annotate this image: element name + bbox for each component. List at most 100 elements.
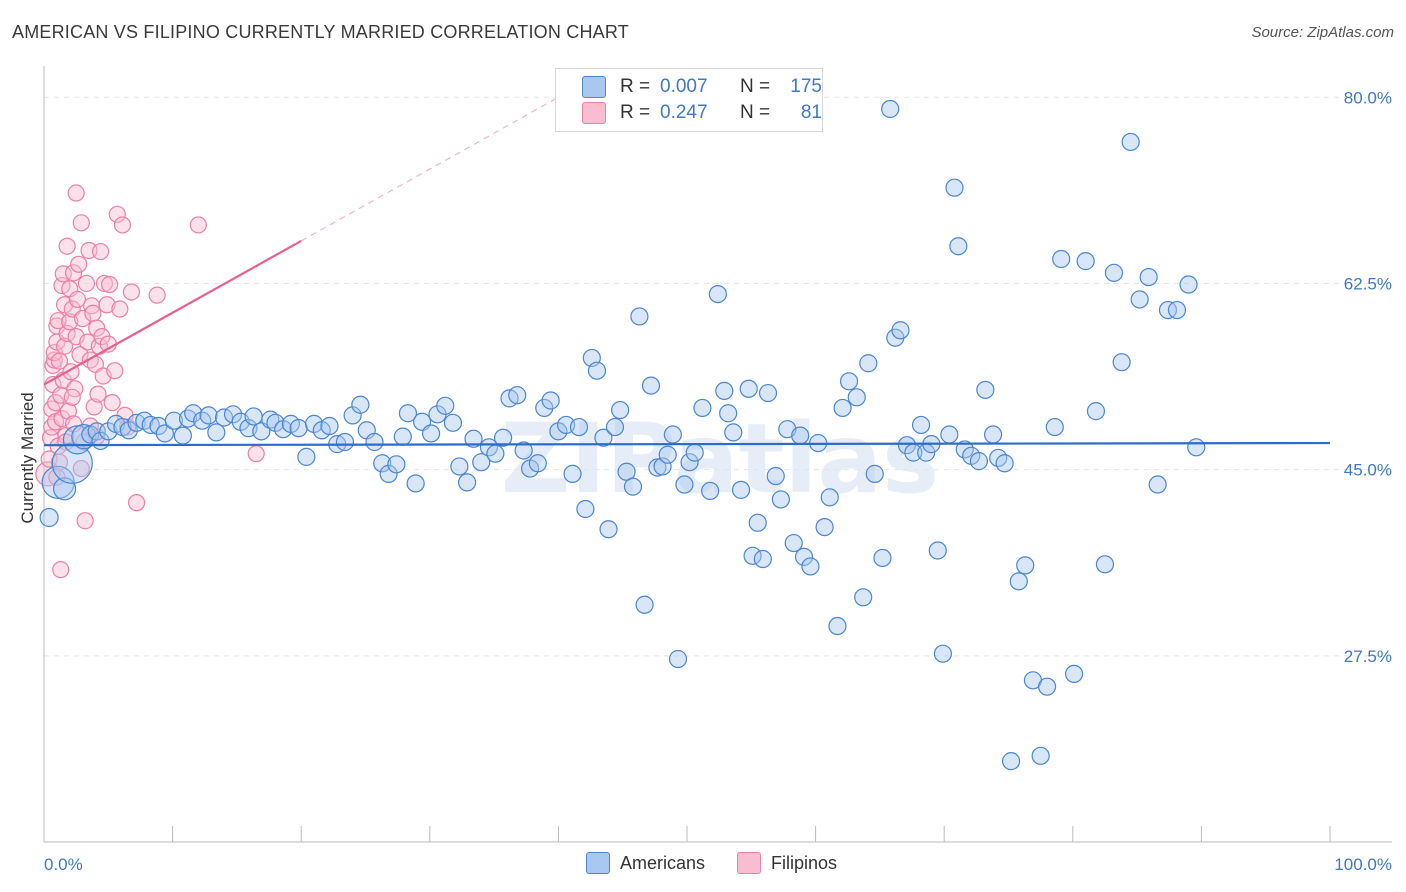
- trend-lines: [43, 96, 1331, 447]
- filipino-point: [84, 304, 102, 322]
- american-point: [1064, 664, 1084, 684]
- source-label: Source: ZipAtlas.com: [1251, 24, 1394, 41]
- american-point: [731, 480, 751, 499]
- filipinos-trend-extension: [300, 96, 559, 242]
- american-point: [743, 546, 762, 565]
- american-point: [207, 423, 226, 442]
- american-point: [911, 415, 931, 435]
- y-axis-label: Currently Married: [18, 392, 37, 523]
- american-point: [1167, 300, 1187, 320]
- american-point: [891, 321, 910, 340]
- filipino-point: [72, 214, 90, 232]
- x-tick-label: 0.0%: [44, 855, 83, 874]
- american-point: [514, 441, 533, 460]
- american-point: [436, 396, 455, 415]
- american-point: [528, 454, 547, 473]
- american-point: [1016, 556, 1035, 575]
- filipino-point: [77, 274, 96, 293]
- american-point: [393, 427, 412, 446]
- american-point: [39, 507, 59, 528]
- american-point: [223, 405, 243, 424]
- american-point: [1076, 252, 1095, 271]
- filipinos-trend-line: [43, 239, 302, 386]
- american-point: [873, 548, 892, 568]
- american-point: [1086, 402, 1106, 421]
- american-point: [897, 436, 917, 455]
- american-point: [1052, 249, 1071, 269]
- legend-item-filipinos[interactable]: Filipinos: [737, 852, 837, 874]
- n-label: N =: [740, 102, 771, 123]
- american-point: [297, 447, 316, 466]
- filipino-point: [100, 275, 119, 294]
- filipino-point: [127, 494, 146, 512]
- american-point: [839, 372, 859, 391]
- filipino-point: [91, 242, 110, 261]
- filipino-point: [59, 402, 78, 420]
- american-point: [630, 307, 649, 326]
- american-point: [398, 404, 418, 423]
- american-point: [373, 454, 392, 473]
- axes: [43, 66, 1392, 843]
- filipino-point: [108, 205, 126, 223]
- american-point: [594, 428, 613, 447]
- american-point: [748, 513, 767, 532]
- american-point: [701, 481, 720, 501]
- filipino-point: [50, 352, 69, 370]
- filipino-point: [98, 296, 116, 314]
- legend-row-filipinos: R = 0.247 N = 81: [582, 100, 822, 126]
- filipino-point: [63, 388, 81, 406]
- american-point: [365, 432, 384, 452]
- american-point: [949, 237, 968, 256]
- filipinos-points: [35, 184, 265, 579]
- american-point: [335, 432, 355, 452]
- american-point: [928, 541, 947, 560]
- american-point: [563, 464, 582, 483]
- filipino-point: [68, 290, 87, 309]
- american-point: [801, 557, 820, 576]
- legend-row-americans: R = 0.007 N = 175: [582, 74, 822, 100]
- american-point: [199, 406, 218, 425]
- y-tick-label: 80.0%: [1344, 88, 1392, 107]
- filipino-point: [95, 274, 114, 293]
- american-point: [457, 473, 477, 492]
- r-value: 0.007: [660, 76, 708, 97]
- legend-label-filipinos: Filipinos: [771, 852, 838, 873]
- x-tick-label: 100.0%: [1334, 855, 1392, 874]
- filipinos-swatch: [737, 852, 762, 874]
- american-point: [351, 395, 370, 414]
- american-point: [164, 411, 183, 430]
- american-point: [766, 466, 785, 486]
- american-point: [708, 284, 727, 304]
- american-point: [865, 464, 884, 483]
- american-point: [675, 475, 694, 494]
- american-point: [1121, 132, 1140, 152]
- filipino-point: [61, 313, 79, 331]
- filipino-point: [148, 286, 166, 304]
- american-point: [653, 457, 672, 476]
- american-point: [406, 474, 425, 493]
- tick-labels: 27.5% 45.0% 62.5% 80.0% 0.0% 100.0%: [44, 88, 1392, 874]
- american-point: [387, 455, 406, 474]
- chart-title: AMERICAN VS FILIPINO CURRENTLY MARRIED C…: [12, 22, 629, 42]
- american-point: [969, 452, 989, 471]
- american-point: [1187, 438, 1206, 457]
- american-point: [815, 517, 834, 537]
- american-point: [663, 425, 682, 444]
- american-point: [587, 361, 607, 380]
- american-point: [820, 488, 839, 507]
- american-point: [569, 417, 589, 437]
- filipino-point: [52, 561, 70, 579]
- american-point: [668, 649, 688, 669]
- american-point: [508, 386, 527, 405]
- american-point: [605, 417, 625, 437]
- american-point: [945, 178, 964, 197]
- american-point: [1179, 275, 1198, 294]
- american-point: [784, 533, 803, 553]
- filipino-point: [189, 216, 207, 234]
- american-point: [685, 443, 704, 462]
- legend-item-americans[interactable]: Americans: [586, 852, 705, 874]
- filipino-point: [55, 337, 74, 355]
- american-point: [1139, 267, 1158, 287]
- american-point: [261, 410, 280, 429]
- american-point: [1001, 752, 1021, 771]
